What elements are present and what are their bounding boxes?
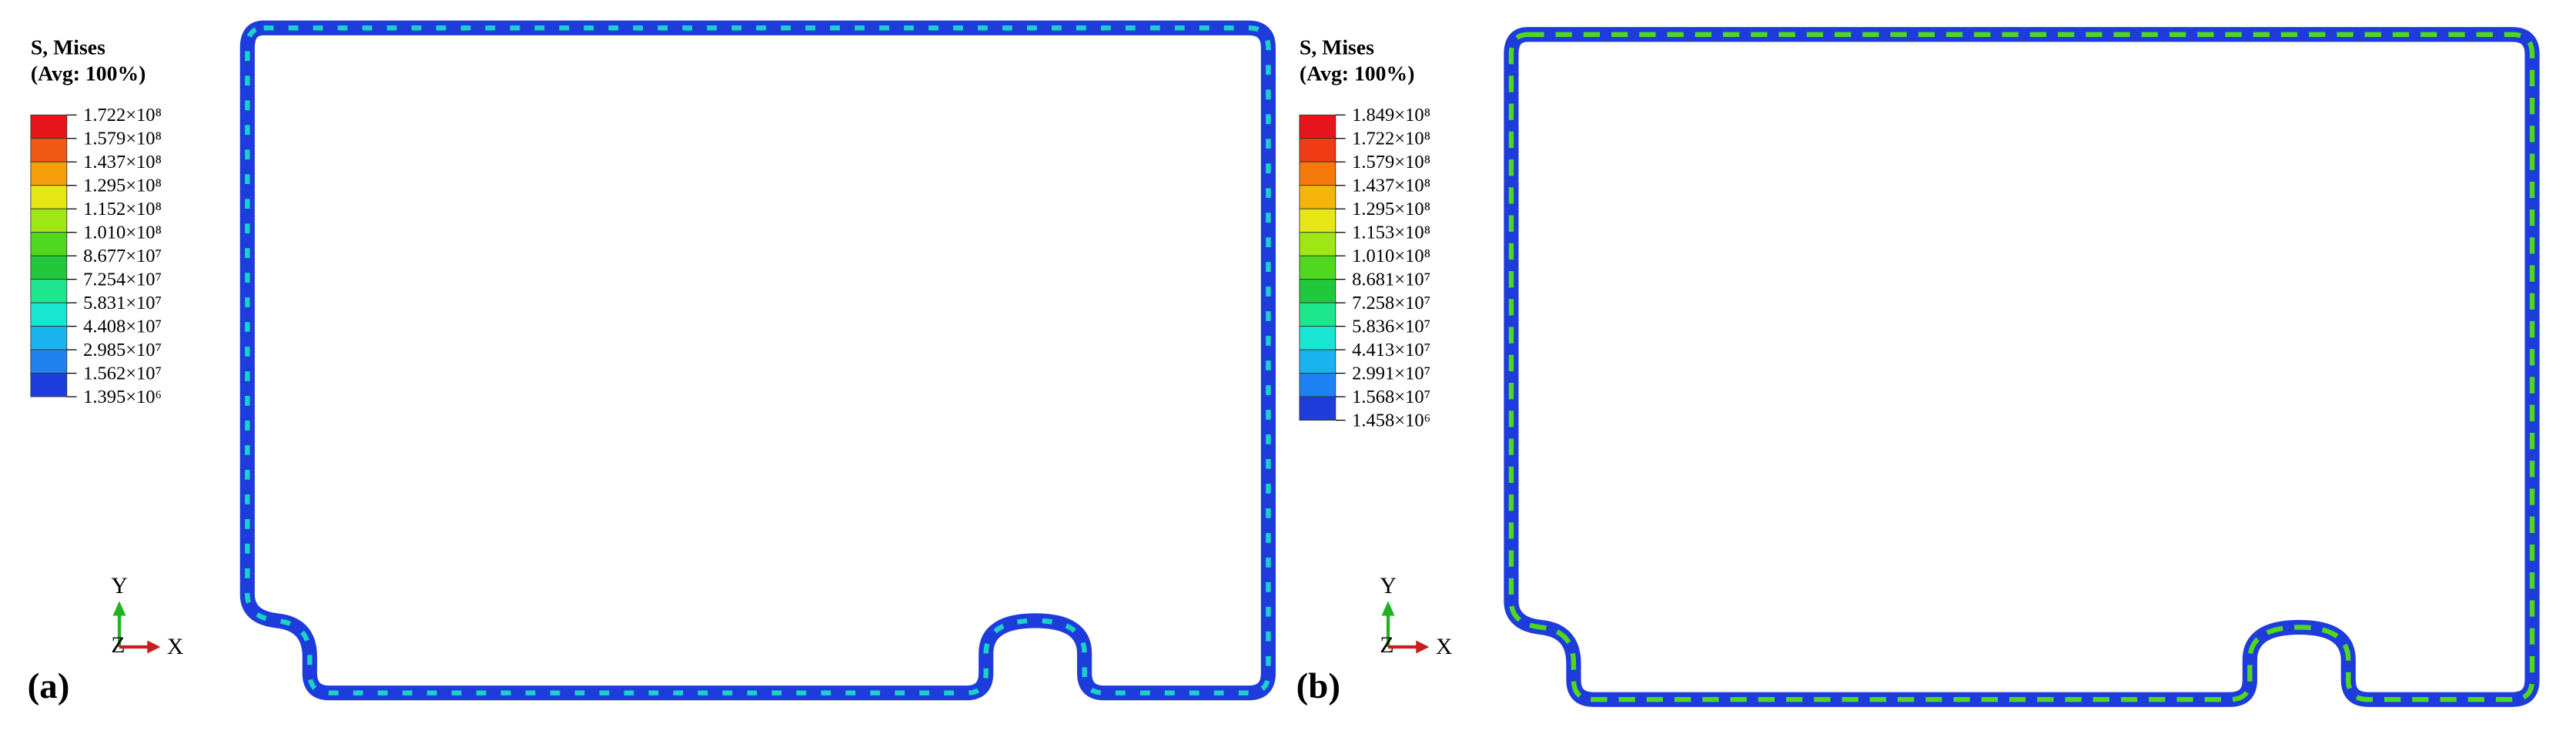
legend-level: 1.849×10⁸ bbox=[1352, 105, 1430, 126]
legend-level: 1.579×10⁸ bbox=[1352, 152, 1430, 173]
legend-level: 2.985×10⁷ bbox=[83, 340, 162, 360]
legend-level: 1.722×10⁸ bbox=[83, 105, 162, 126]
x-arrow-head bbox=[1416, 640, 1430, 654]
legend-subtitle: (Avg: 100%) bbox=[1300, 61, 1415, 85]
legend-band bbox=[30, 349, 68, 374]
legend-level: 1.568×10⁷ bbox=[1352, 387, 1430, 407]
legend-level: 1.437×10⁸ bbox=[1352, 175, 1430, 196]
legend-band bbox=[30, 279, 68, 303]
legend-band bbox=[30, 114, 68, 139]
mesh-a bbox=[247, 28, 1268, 692]
legend-level: 5.831×10⁷ bbox=[83, 293, 162, 313]
legend-band bbox=[1299, 373, 1337, 397]
legend-band bbox=[30, 161, 68, 186]
legend-level: 1.562×10⁷ bbox=[83, 363, 162, 384]
legend-level: 1.295×10⁸ bbox=[83, 175, 162, 196]
legend-level: 1.152×10⁸ bbox=[83, 199, 162, 220]
legend-level: 1.395×10⁶ bbox=[83, 387, 162, 407]
legend-band bbox=[1299, 185, 1337, 209]
legend-level: 1.722×10⁸ bbox=[1352, 128, 1430, 149]
legend-band bbox=[1299, 396, 1337, 421]
legend-level: 4.408×10⁷ bbox=[83, 316, 162, 337]
legend-band bbox=[1299, 208, 1337, 233]
legend-band bbox=[30, 185, 68, 209]
y-axis-label: Y bbox=[111, 573, 128, 598]
legend-level: 8.681×10⁷ bbox=[1352, 269, 1430, 290]
legend-level: 1.153×10⁸ bbox=[1352, 222, 1430, 243]
legend-band bbox=[1299, 114, 1337, 139]
legend-band bbox=[30, 302, 68, 327]
panel-label: (a) bbox=[28, 666, 70, 706]
panel-label: (b) bbox=[1296, 666, 1340, 706]
legend-band bbox=[30, 326, 68, 350]
y-arrow-head bbox=[112, 601, 126, 616]
legend-band bbox=[1299, 138, 1337, 163]
legend-band bbox=[1299, 279, 1337, 303]
x-axis-label: X bbox=[1436, 634, 1453, 659]
legend-level: 1.437×10⁸ bbox=[83, 152, 162, 173]
legend-band bbox=[30, 232, 68, 256]
legend-level: 7.254×10⁷ bbox=[83, 269, 162, 290]
legend-level: 1.458×10⁶ bbox=[1352, 410, 1430, 431]
y-axis-label: Y bbox=[1380, 573, 1397, 598]
legend-level: 2.991×10⁷ bbox=[1352, 363, 1430, 384]
legend-level: 4.413×10⁷ bbox=[1352, 340, 1430, 360]
legend-band bbox=[1299, 232, 1337, 256]
legend-band bbox=[30, 373, 68, 397]
legend-band bbox=[1299, 255, 1337, 280]
legend-level: 5.836×10⁷ bbox=[1352, 316, 1430, 337]
mesh-b bbox=[1511, 35, 2532, 699]
legend-subtitle: (Avg: 100%) bbox=[31, 61, 146, 85]
legend-band bbox=[1299, 326, 1337, 350]
legend-band bbox=[30, 208, 68, 233]
legend-band bbox=[1299, 302, 1337, 327]
x-axis-label: X bbox=[167, 634, 184, 659]
legend-level: 7.258×10⁷ bbox=[1352, 293, 1430, 313]
legend-level: 1.010×10⁸ bbox=[83, 222, 162, 243]
z-axis-label: Z bbox=[1380, 632, 1393, 658]
legend-level: 1.295×10⁸ bbox=[1352, 199, 1430, 220]
legend-band bbox=[30, 255, 68, 280]
legend-title: S, Mises bbox=[31, 35, 105, 59]
legend-level: 1.010×10⁸ bbox=[1352, 246, 1430, 266]
legend-title: S, Mises bbox=[1300, 35, 1374, 59]
legend-level: 8.677×10⁷ bbox=[83, 246, 162, 266]
legend-band bbox=[30, 138, 68, 163]
legend-level: 1.579×10⁸ bbox=[83, 128, 162, 149]
legend-band bbox=[1299, 349, 1337, 374]
x-arrow-head bbox=[147, 640, 161, 654]
y-arrow-head bbox=[1381, 601, 1395, 616]
z-axis-label: Z bbox=[111, 632, 125, 658]
legend-band bbox=[1299, 161, 1337, 186]
